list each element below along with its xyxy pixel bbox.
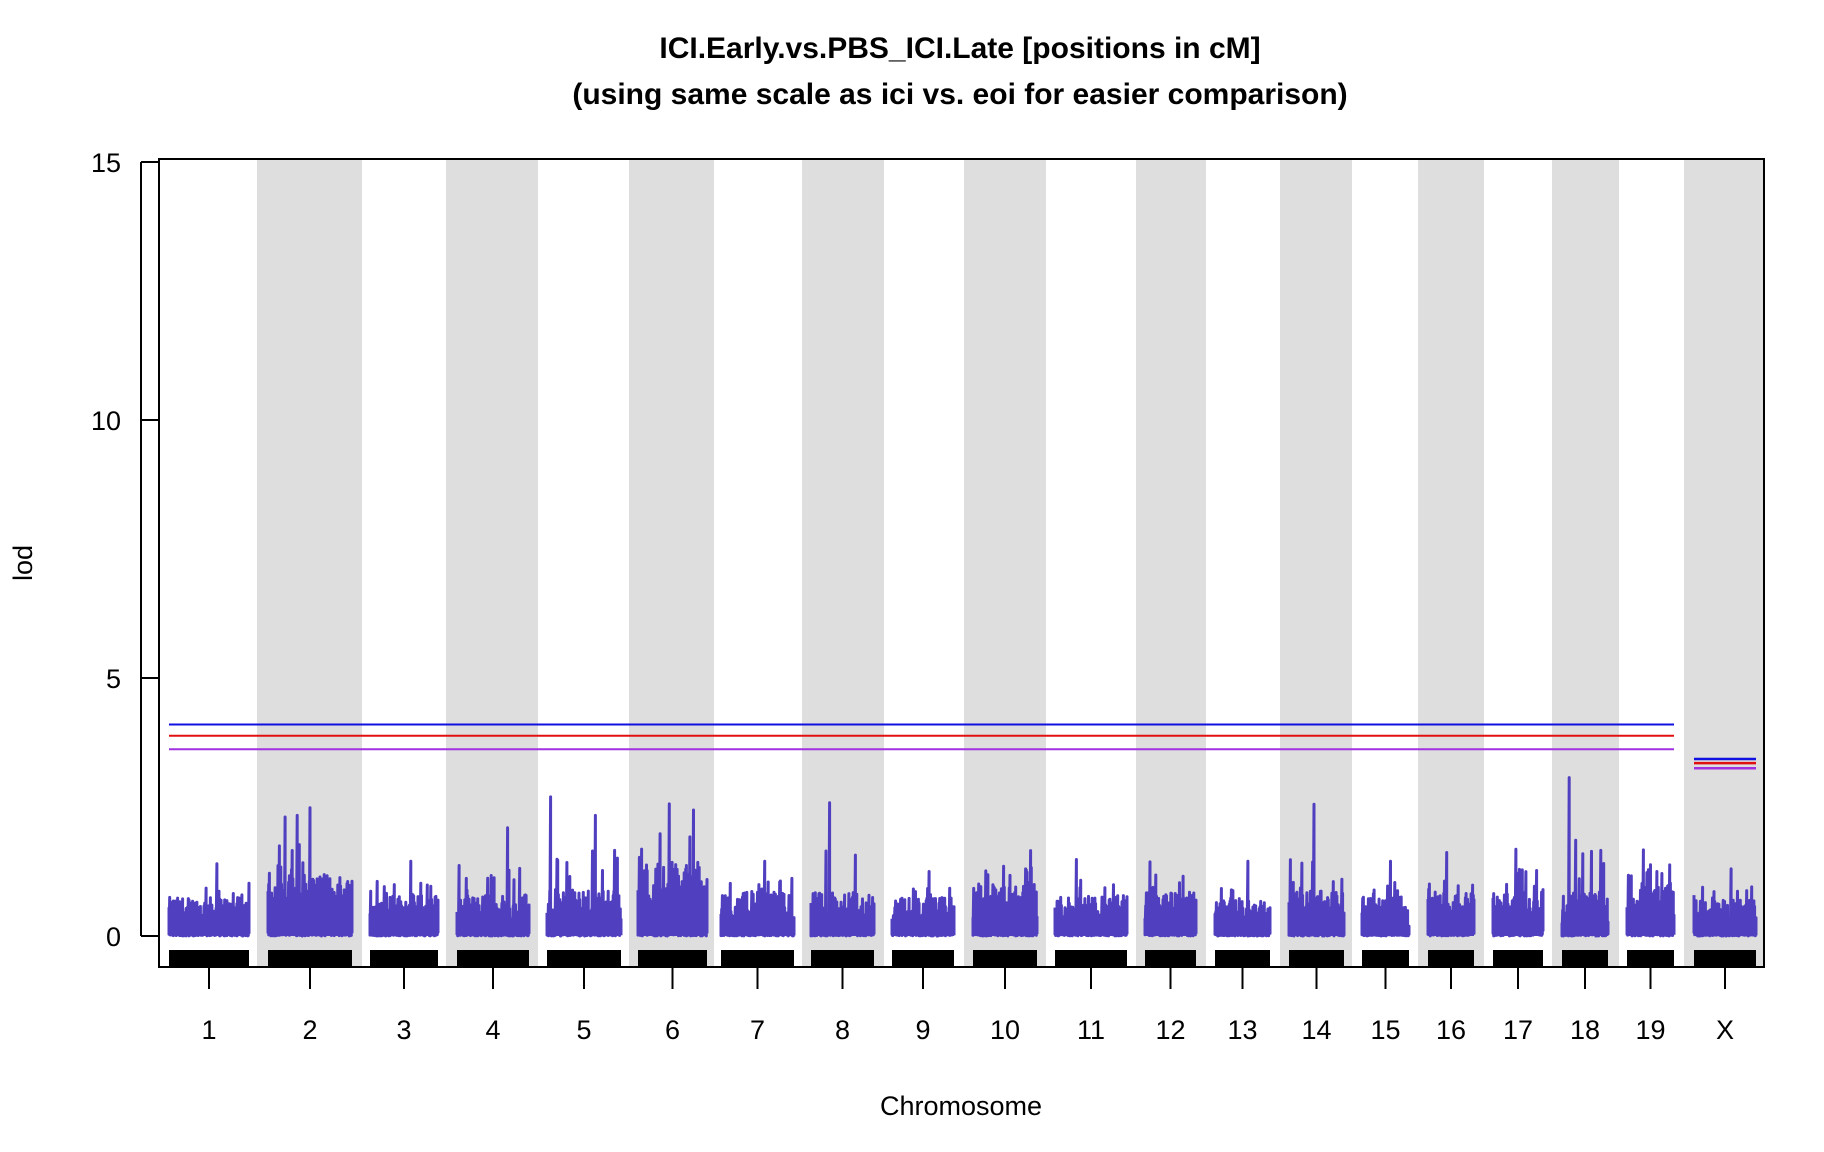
x-tick-label-13: 13 [1227,1015,1257,1045]
marker-rug-chr-10 [973,950,1037,967]
x-tick-label-8: 8 [835,1015,850,1045]
x-tick-label-19: 19 [1635,1015,1665,1045]
marker-rug-chr-9 [892,950,954,967]
x-tick-label-14: 14 [1301,1015,1331,1045]
shaded-band-5 [964,159,1046,967]
x-tick-label-X: X [1716,1015,1734,1045]
lod-core-chr-10 [973,917,1037,936]
marker-rug [169,950,1756,967]
lod-core-chr-1 [169,922,249,936]
shaded-band-3 [629,159,714,967]
marker-rug-chr-7 [721,950,794,967]
plot-frame [158,158,1765,968]
lod-core-chr-7 [721,920,794,936]
lod-core-chr-14 [1289,919,1344,936]
marker-rug-chr-8 [811,950,874,967]
y-tick-label-0: 0 [106,922,121,952]
shaded-band-4 [802,159,884,967]
lod-core-chr-16 [1428,920,1474,936]
x-tick-label-2: 2 [302,1015,317,1045]
threshold-lines [169,723,1756,770]
lod-curves [167,776,1758,938]
chart-title: ICI.Early.vs.PBS_ICI.Late [positions in … [659,32,1260,65]
lod-core-chr-18 [1562,920,1608,936]
chart-subtitle: (using same scale as ici vs. eoi for eas… [572,78,1347,111]
marker-rug-chr-16 [1428,950,1474,967]
shaded-band-8 [1418,159,1484,967]
shaded-band-7 [1280,159,1352,967]
x-tick-label-4: 4 [485,1015,500,1045]
x-tick-label-7: 7 [750,1015,765,1045]
x-tick-label-16: 16 [1436,1015,1466,1045]
marker-rug-chr-18 [1562,950,1608,967]
marker-rug-chr-15 [1362,950,1409,967]
chromosome-bands [257,159,1764,967]
marker-rug-chr-6 [638,950,707,967]
x-tick-label-3: 3 [396,1015,411,1045]
marker-rug-chr-17 [1493,950,1543,967]
marker-rug-chr-13 [1215,950,1270,967]
lod-core-chr-X [1694,923,1756,936]
x-axis-label: Chromosome [880,1091,1042,1121]
lod-core-chr-11 [1055,921,1127,936]
shaded-band-6 [1136,159,1206,967]
x-tick-label-11: 11 [1077,1015,1105,1045]
lod-core-chr-8 [811,920,874,936]
x-tick-label-10: 10 [990,1015,1020,1045]
marker-rug-chr-5 [547,950,621,967]
lod-core-chr-12 [1145,920,1196,936]
marker-rug-chr-X [1694,950,1756,967]
x-tick-label-15: 15 [1370,1015,1400,1045]
lod-core-chr-15 [1362,922,1409,936]
marker-rug-chr-4 [457,950,529,967]
marker-rug-chr-19 [1627,950,1674,967]
marker-rug-chr-3 [370,950,438,967]
x-tick-label-6: 6 [665,1015,680,1045]
y-tick-label-10: 10 [91,406,121,436]
y-axis: 0 5 10 15 [91,148,159,952]
lod-core-chr-5 [547,919,621,936]
lod-core-chr-4 [457,921,529,936]
lod-core-chr-6 [638,909,707,936]
y-tick-label-5: 5 [106,664,121,694]
x-tick-label-5: 5 [576,1015,591,1045]
shaded-band-9 [1552,159,1619,967]
marker-rug-chr-1 [169,950,249,967]
shaded-band-2 [446,159,538,967]
x-axis: 1 2 3 4 5 6 7 8 9 10 11 12 13 14 15 16 17 18 19 X [201,967,1734,1045]
y-axis-label: lod [8,545,38,581]
marker-rug-chr-11 [1055,950,1127,967]
lod-core-chr-2 [268,914,352,936]
y-tick-label-15: 15 [91,148,121,178]
x-tick-label-1: 1 [201,1015,216,1045]
lod-core-chr-3 [370,921,438,936]
x-tick-label-17: 17 [1503,1015,1533,1045]
marker-rug-chr-14 [1289,950,1344,967]
lod-curve-chr-5 [545,795,623,938]
lod-core-chr-13 [1215,923,1270,936]
marker-rug-chr-12 [1145,950,1196,967]
lod-core-chr-19 [1627,917,1674,936]
x-tick-label-12: 12 [1155,1015,1185,1045]
marker-rug-chr-2 [268,950,352,967]
lod-core-chr-17 [1493,919,1543,936]
lod-core-chr-9 [892,922,954,936]
x-tick-label-9: 9 [915,1015,930,1045]
x-tick-label-18: 18 [1570,1015,1600,1045]
shaded-band-10 [1684,159,1764,967]
